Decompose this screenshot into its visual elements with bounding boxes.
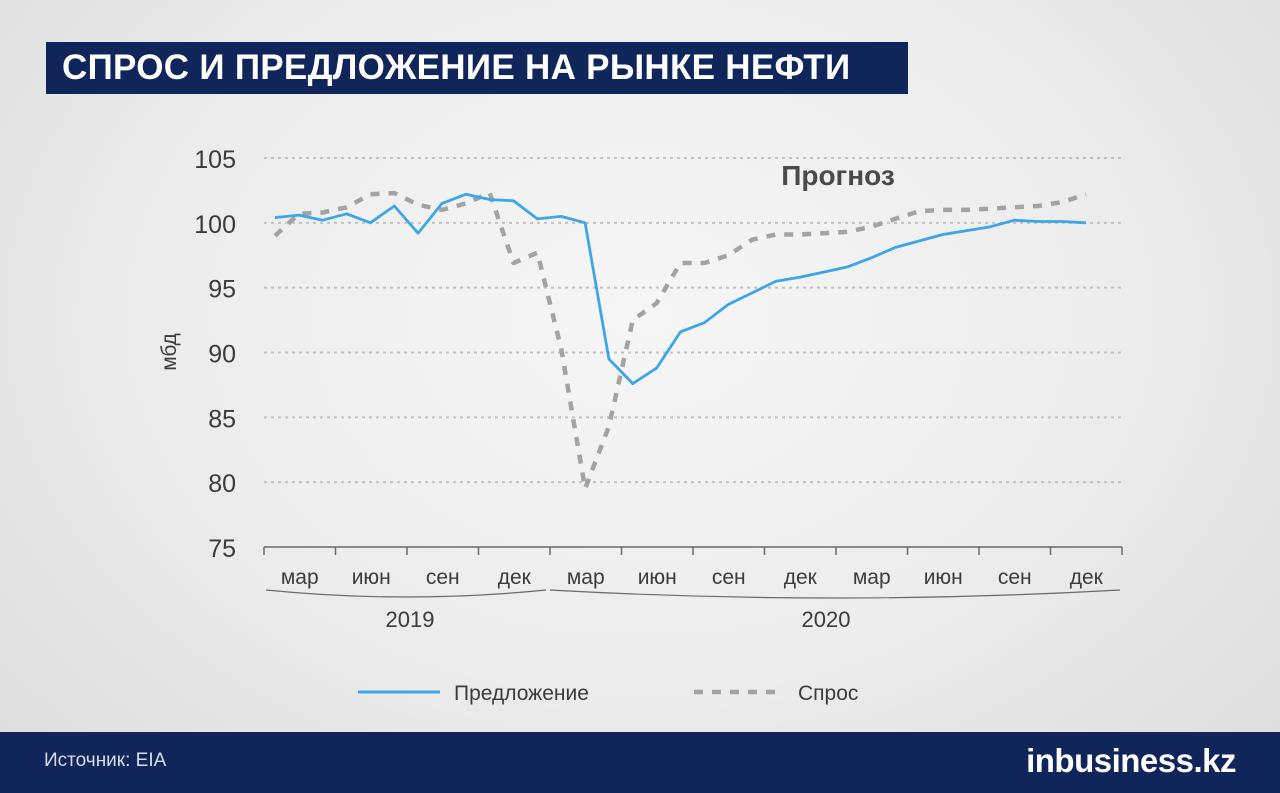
x-tick-9: июн	[924, 566, 963, 589]
x-tick-10: сен	[998, 566, 1032, 589]
year-label-2019: 2019	[386, 607, 435, 632]
x-tick-6: сен	[712, 566, 746, 589]
y-tick-85: 85	[208, 405, 236, 433]
brand-logo: inbusiness.kz	[1026, 742, 1236, 780]
y-tick-105: 105	[194, 146, 236, 174]
series-lines	[273, 190, 1087, 491]
y-tick-100: 100	[194, 211, 236, 239]
year-label-2020: 2020	[802, 607, 851, 632]
x-tick-4: мар	[567, 566, 605, 589]
x-axis	[263, 546, 1123, 555]
oil-market-chart: 75 80 85 90 95 100 105 мар июн сен дек мар июн сен де…	[158, 146, 1123, 705]
y-tick-80: 80	[208, 470, 236, 498]
y-tick-labels: 75 80 85 90 95 100 105	[194, 146, 236, 563]
brand-logo-prefix: in	[1026, 742, 1055, 779]
chart-title-banner: СПРОС И ПРЕДЛОЖЕНИЕ НА РЫНКЕ НЕФТИ	[46, 42, 908, 94]
legend-label-demand: Спрос	[798, 682, 858, 705]
legend: Предложение Спрос	[358, 682, 858, 705]
chart-title: СПРОС И ПРЕДЛОЖЕНИЕ НА РЫНКЕ НЕФТИ	[62, 48, 851, 87]
brand-logo-rest: business.kz	[1054, 742, 1236, 779]
x-tick-5: июн	[638, 566, 677, 589]
year-brace-2020	[549, 589, 1121, 599]
series-line-supply	[274, 192, 1087, 386]
x-tick-2: сен	[426, 566, 460, 589]
footer-bar: Источник: EIA inbusiness.kz	[0, 732, 1280, 793]
y-tick-90: 90	[208, 341, 236, 369]
x-tick-8: мар	[853, 566, 891, 589]
source-note: Источник: EIA	[44, 750, 167, 771]
y-tick-95: 95	[208, 276, 236, 304]
x-tick-labels: мар июн сен дек мар июн сен дек мар июн сен дек 2019…	[265, 566, 1121, 632]
y-tick-75: 75	[208, 535, 236, 563]
x-tick-0: мар	[281, 566, 319, 589]
grid-lines	[264, 157, 1122, 484]
series-line-demand	[273, 190, 1087, 491]
x-tick-3: дек	[498, 566, 532, 589]
x-tick-11: дек	[1070, 566, 1104, 589]
year-brace-2019	[265, 589, 547, 598]
x-tick-1: июн	[352, 566, 391, 589]
y-axis-label: мбд	[158, 333, 181, 371]
forecast-annotation: Прогноз	[781, 160, 895, 191]
legend-label-supply: Предложение	[454, 682, 589, 705]
x-tick-7: дек	[784, 566, 818, 589]
